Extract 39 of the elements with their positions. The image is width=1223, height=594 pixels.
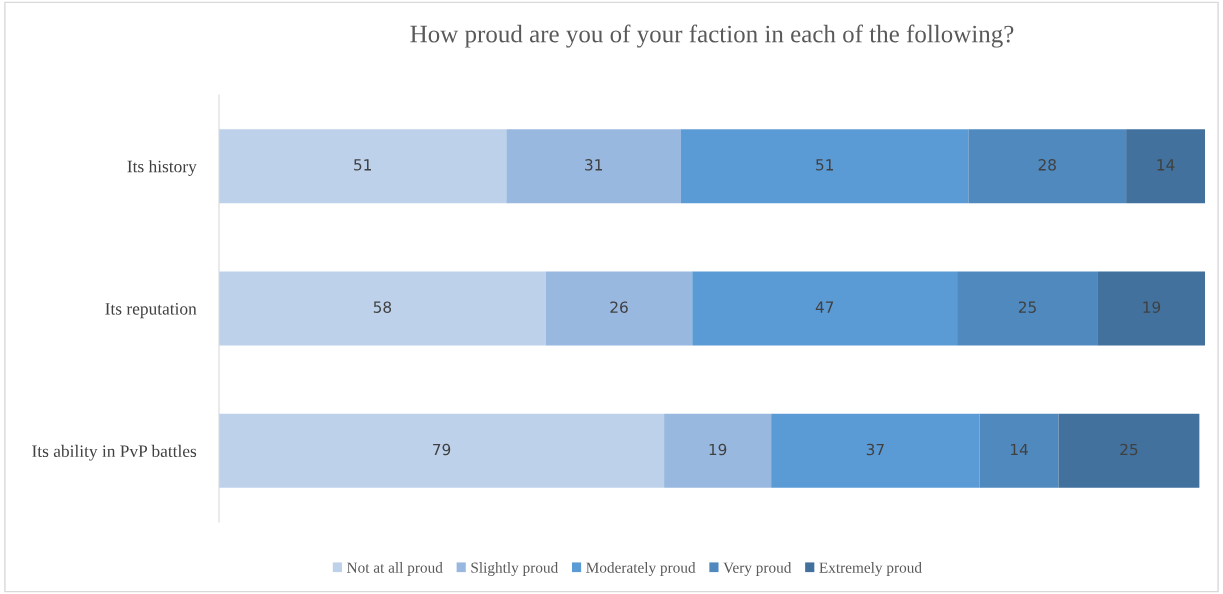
data-label: 51 (354, 159, 371, 171)
data-label: 47 (815, 301, 834, 313)
bar (219, 129, 507, 204)
data-label: 19 (1143, 301, 1161, 313)
data-label: 14 (1157, 159, 1175, 171)
legend-label: Not at all proud (346, 562, 443, 576)
bar (545, 271, 693, 346)
bar (968, 129, 1127, 204)
bar (979, 413, 1059, 488)
legend-label: Moderately proud (586, 562, 696, 576)
data-label: 26 (610, 301, 628, 313)
data-label: 25 (1120, 443, 1138, 456)
data-label: 28 (1038, 159, 1056, 171)
bar (692, 271, 958, 346)
bar (506, 129, 682, 204)
bar (219, 413, 665, 488)
data-label: 19 (709, 443, 727, 456)
bar (1058, 413, 1200, 488)
bar (1097, 271, 1205, 346)
data-label: 79 (433, 443, 451, 456)
y-tick-label: Its history (127, 160, 197, 176)
bar (771, 413, 980, 488)
bar (957, 271, 1098, 346)
bar (1126, 129, 1205, 204)
bar (219, 271, 546, 346)
y-tick-label: Its reputation (105, 303, 197, 319)
data-label: 14 (1011, 443, 1028, 456)
bar (681, 129, 969, 204)
legend-label: Extremely proud (819, 562, 922, 576)
data-label: 37 (866, 443, 884, 456)
data-label: 58 (373, 301, 392, 313)
data-label: 31 (585, 159, 602, 171)
legend-label: Very proud (723, 562, 792, 576)
bar (664, 413, 772, 488)
data-label: 51 (816, 159, 833, 171)
y-tick-label: Its ability in PvP battles (32, 444, 197, 461)
data-label: 25 (1018, 301, 1036, 313)
chart-title: How proud are you of your faction in each of the following? (410, 24, 1014, 48)
legend-label: Slightly proud (471, 562, 559, 576)
